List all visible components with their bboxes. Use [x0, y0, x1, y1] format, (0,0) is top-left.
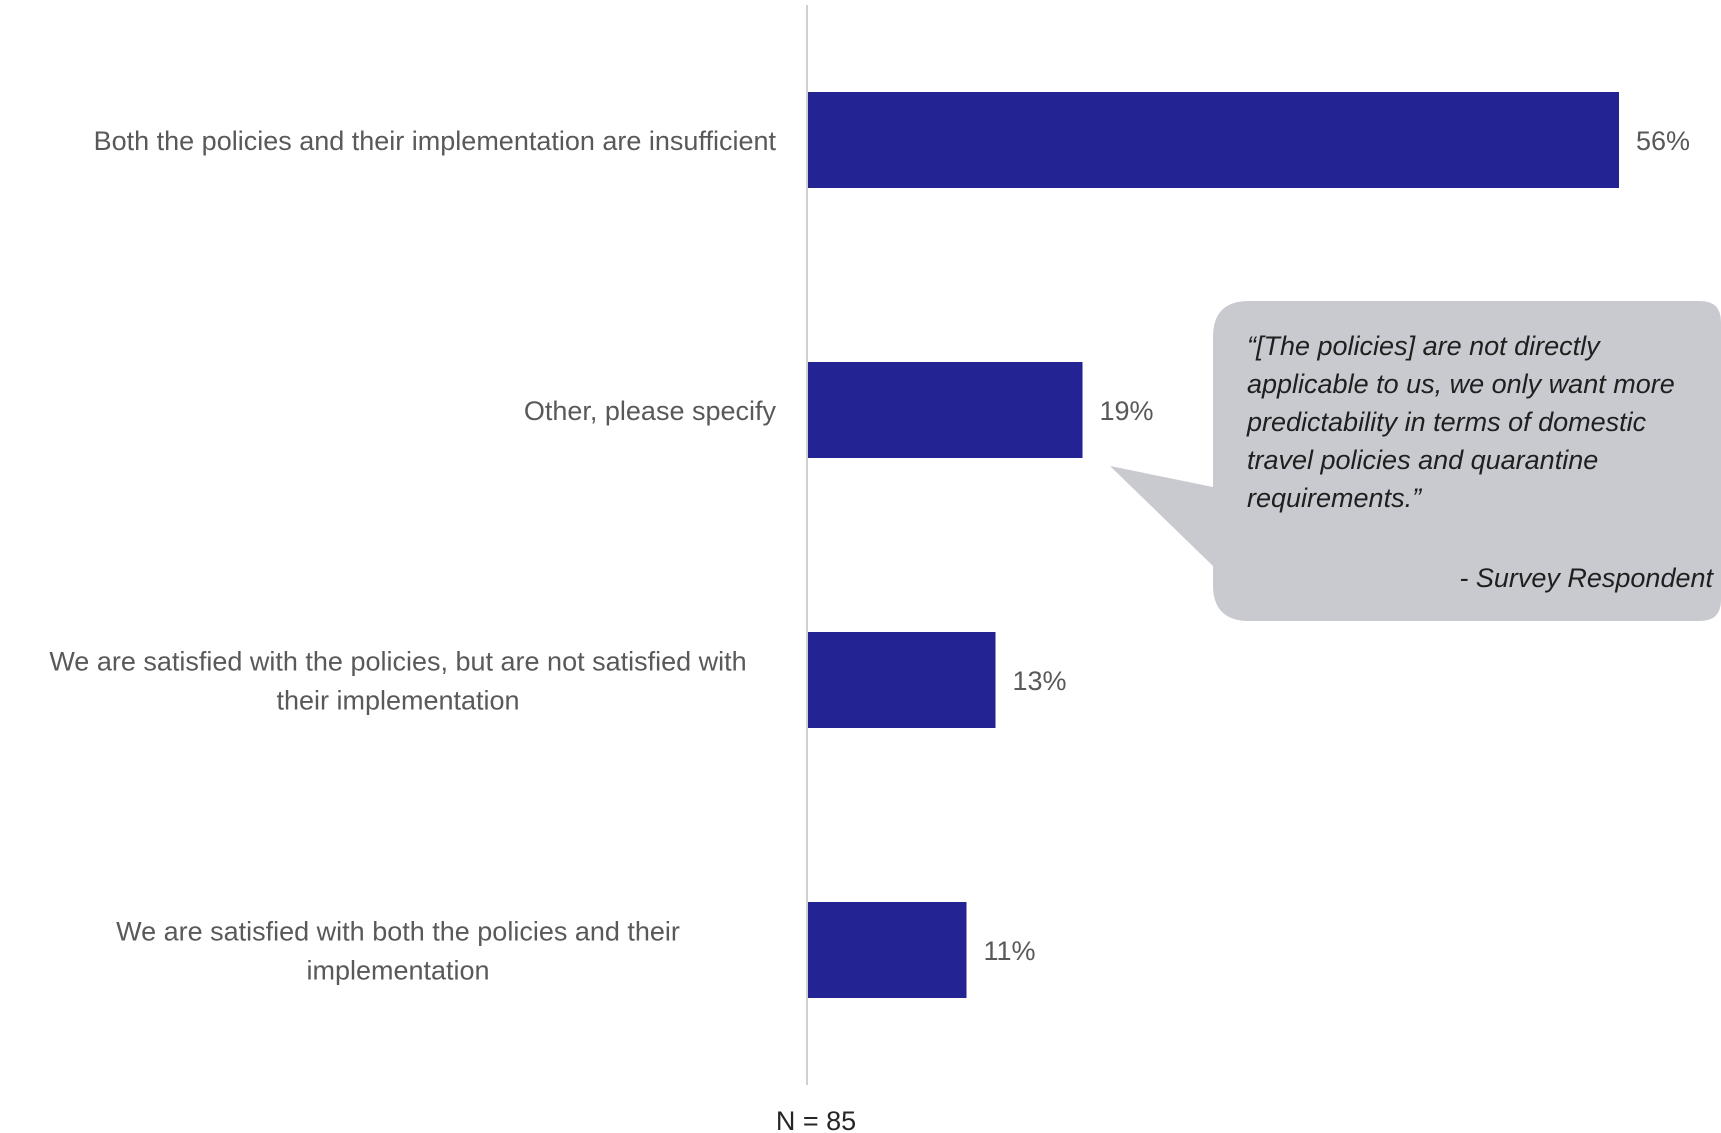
- category-label: We are satisfied with the policies, but …: [49, 647, 746, 716]
- bar: [807, 902, 967, 998]
- callout-quote-text: “[The policies] are not directly applicab…: [1246, 331, 1675, 513]
- bar: [807, 362, 1083, 458]
- bar: [807, 632, 996, 728]
- bars-layer: [807, 92, 1619, 998]
- quote-callout: “[The policies] are not directly applicab…: [1110, 301, 1721, 621]
- category-label: Other, please specify: [524, 396, 777, 426]
- sample-size-footnote: N = 85: [776, 1106, 856, 1133]
- data-label: 11%: [984, 936, 1036, 966]
- bar: [807, 92, 1619, 188]
- data-label: 13%: [1013, 666, 1067, 696]
- category-label: Both the policies and their implementati…: [94, 126, 777, 156]
- data-label: 19%: [1100, 396, 1154, 426]
- data-label: 56%: [1636, 126, 1690, 156]
- callout-bubble: [1110, 301, 1721, 621]
- callout-attribution: - Survey Respondent: [1459, 563, 1714, 593]
- category-label: We are satisfied with both the policies …: [116, 917, 680, 986]
- labels-layer: 56% Both the policies and their implement…: [49, 126, 1690, 986]
